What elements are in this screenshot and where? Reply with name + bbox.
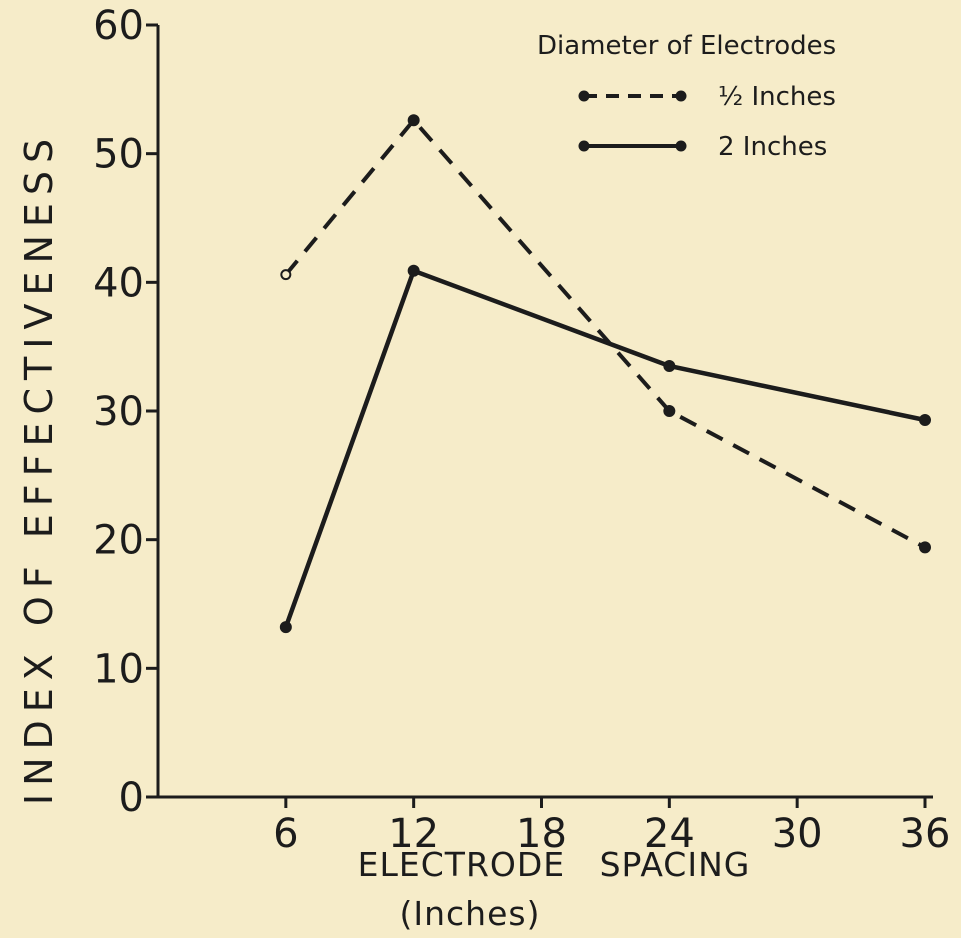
series-point bbox=[919, 414, 931, 427]
x-ticks: 6 12 18 24 30 36 bbox=[273, 797, 950, 857]
legend: Diameter of Electrodes ½ Inches 2 Inches bbox=[537, 31, 836, 162]
y-tick-label: 40 bbox=[93, 260, 144, 306]
legend-label: 2 Inches bbox=[718, 132, 827, 162]
x-tick-label: 36 bbox=[900, 811, 951, 857]
x-tick-label: 18 bbox=[516, 811, 567, 857]
series-line bbox=[283, 267, 926, 628]
y-tick-label: 0 bbox=[119, 775, 144, 821]
y-tick-label: 20 bbox=[93, 518, 144, 564]
series-point bbox=[280, 269, 292, 281]
legend-item: 2 Inches bbox=[578, 132, 827, 162]
x-tick-label: 24 bbox=[644, 811, 695, 857]
series-layer bbox=[279, 114, 931, 634]
legend-point bbox=[578, 90, 590, 102]
series-point bbox=[663, 405, 676, 417]
series-point bbox=[407, 114, 420, 127]
series-2 bbox=[279, 264, 931, 634]
legend-item: ½ Inches bbox=[578, 82, 836, 112]
y-tick-label: 50 bbox=[93, 132, 144, 178]
legend-point bbox=[675, 90, 687, 102]
x-tick-label: 12 bbox=[388, 811, 439, 857]
x-axis-title: ELECTRODE SPACING bbox=[358, 845, 751, 884]
series-line bbox=[284, 117, 926, 550]
y-tick-label: 60 bbox=[93, 3, 144, 49]
legend-items: ½ Inches 2 Inches bbox=[578, 82, 836, 162]
series-point bbox=[279, 621, 292, 634]
y-axis-title: INDEX OF EFFECTIVENESS bbox=[17, 131, 61, 805]
x-axis-unit: (Inches) bbox=[400, 894, 541, 933]
x-tick-label: 6 bbox=[273, 811, 298, 857]
legend-point bbox=[578, 140, 590, 152]
x-tick-label: 30 bbox=[772, 811, 823, 857]
y-tick-label: 10 bbox=[93, 646, 144, 692]
series-point bbox=[407, 264, 420, 277]
legend-title: Diameter of Electrodes bbox=[537, 31, 836, 61]
legend-point bbox=[675, 140, 687, 152]
y-tick-label: 30 bbox=[93, 389, 144, 435]
y-ticks: 0 10 20 30 40 50 60 bbox=[93, 3, 158, 821]
series-point bbox=[919, 541, 931, 554]
legend-label: ½ Inches bbox=[718, 82, 836, 112]
series-1 bbox=[280, 114, 931, 554]
series-point bbox=[663, 359, 676, 372]
